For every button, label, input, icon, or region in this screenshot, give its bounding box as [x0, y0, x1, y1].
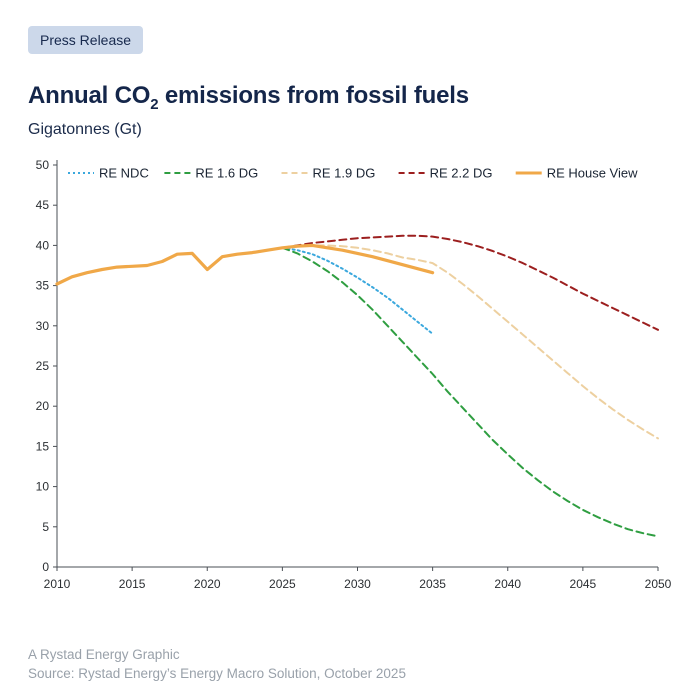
series-re-1-9-dg	[281, 244, 659, 440]
y-tick-label: 50	[36, 158, 50, 172]
y-tick-label: 35	[36, 278, 50, 292]
series-re-2-2-dg	[281, 234, 659, 331]
x-tick-label: 2030	[344, 577, 371, 591]
legend-item: RE 1.9 DG	[281, 165, 376, 180]
x-tick-label: 2045	[570, 577, 597, 591]
press-release-badge: Press Release	[28, 26, 144, 54]
chart-area: 0 5 10 15 20 25 30 35 40 45 50 2010 2015 2020 2025 2030…	[10, 147, 672, 602]
legend-label: RE NDC	[99, 165, 149, 180]
title-prefix: Annual CO	[28, 82, 151, 109]
y-tick-label: 25	[36, 359, 50, 373]
x-tick-label: 2040	[494, 577, 521, 591]
legend-item: RE 1.6 DG	[164, 165, 258, 180]
x-tick-label: 2010	[44, 577, 71, 591]
legend-label: RE 2.2 DG	[430, 165, 493, 180]
credit-line: A Rystad Energy Graphic	[28, 646, 180, 662]
series-re-house-view	[55, 243, 435, 286]
x-tick-label: 2015	[119, 577, 146, 591]
legend-label: RE House View	[547, 165, 638, 180]
source-line: Source: Rystad Energy’s Energy Macro Sol…	[28, 665, 406, 681]
y-tick-label: 20	[36, 399, 50, 413]
x-tick-label: 2020	[194, 577, 221, 591]
series-re-ndc	[281, 246, 434, 335]
series-re-1-6-dg	[281, 246, 659, 538]
y-tick-label: 0	[42, 560, 49, 574]
title-suffix: emissions from fossil fuels	[158, 82, 469, 109]
y-tick-label: 40	[36, 238, 50, 252]
x-tick-label: 2025	[269, 577, 296, 591]
legend-item: RE 2.2 DG	[398, 165, 493, 180]
legend-item: RE House View	[515, 165, 638, 180]
x-tick-label: 2035	[419, 577, 446, 591]
title-subscript: 2	[150, 95, 159, 113]
y-tick-label: 5	[42, 520, 49, 534]
page-title: Annual CO2 emissions from fossil fuels	[28, 82, 672, 113]
legend-item: RE NDC	[68, 165, 149, 180]
y-tick-label: 10	[36, 479, 50, 493]
chart-credit: A Rystad Energy Graphic Source: Rystad E…	[28, 646, 672, 684]
legend-label: RE 1.9 DG	[313, 165, 376, 180]
x-tick-label: 2050	[645, 577, 672, 591]
chart-units-subtitle: Gigatonnes (Gt)	[28, 120, 142, 138]
y-tick-label: 30	[36, 319, 50, 333]
y-tick-label: 15	[36, 439, 50, 453]
y-tick-label: 45	[36, 198, 50, 212]
legend-label: RE 1.6 DG	[195, 165, 258, 180]
